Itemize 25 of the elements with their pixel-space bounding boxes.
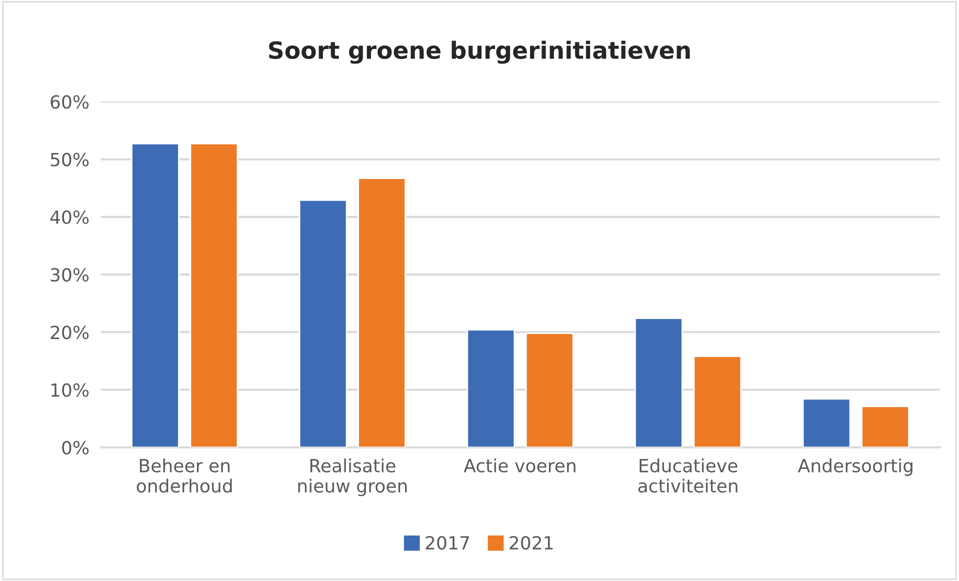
x-tick-label: Beheer en onderhoud — [136, 458, 232, 493]
x-tick-label: Andersoortig — [798, 458, 912, 476]
y-tick-label: 20% — [50, 326, 89, 340]
bar — [466, 329, 516, 448]
bar — [190, 143, 238, 448]
y-tick-label: 60% — [50, 95, 89, 109]
bar — [693, 356, 742, 448]
x-tick-label: Actie voeren — [464, 458, 576, 472]
bar — [802, 398, 851, 448]
bar — [358, 178, 406, 448]
legend-label: 2021 — [510, 536, 553, 550]
bar — [525, 332, 574, 448]
y-tick-label: 10% — [51, 383, 89, 397]
legend-label: 2017 — [426, 536, 469, 550]
x-tick-label: Educatieve activiteiten — [638, 458, 738, 493]
y-tick-label: 30% — [50, 268, 89, 282]
y-tick-label: 40% — [50, 210, 89, 224]
bar — [861, 406, 910, 448]
bar — [634, 318, 683, 448]
y-tick-label: 0% — [62, 440, 89, 454]
y-tick-label: 50% — [50, 152, 89, 166]
bar — [298, 200, 348, 448]
bar — [131, 143, 180, 448]
chart-title: Soort groene burgerinitiatieven — [269, 40, 690, 64]
x-tick-label: Realisatie nieuw groen — [298, 458, 407, 496]
